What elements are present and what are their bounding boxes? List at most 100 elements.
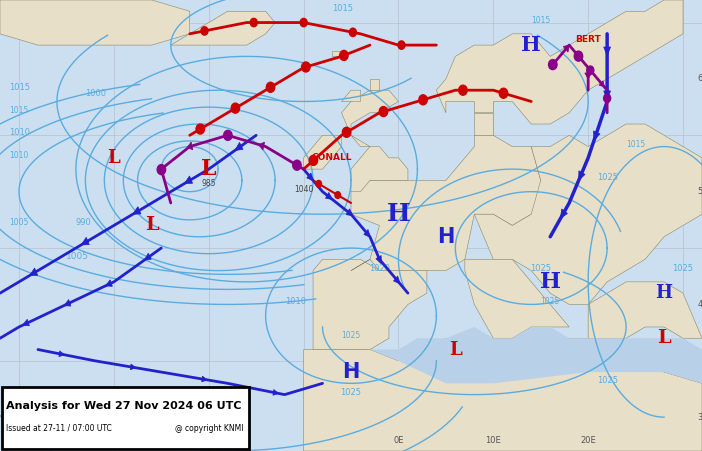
Polygon shape [346,209,353,216]
Text: 1015: 1015 [531,15,550,24]
Polygon shape [105,280,112,286]
Circle shape [458,85,467,95]
Polygon shape [313,259,427,350]
Circle shape [343,127,351,137]
Text: 1040: 1040 [294,184,313,193]
Text: 1015: 1015 [10,106,29,115]
Circle shape [251,18,258,27]
Polygon shape [599,81,604,87]
Text: 990: 990 [76,218,92,227]
Text: L: L [201,158,216,180]
Text: Analysis for Wed 27 Nov 2024 06 UTC: Analysis for Wed 27 Nov 2024 06 UTC [6,401,241,411]
Polygon shape [185,176,192,184]
Polygon shape [604,47,611,56]
Circle shape [302,62,310,72]
Circle shape [309,156,317,166]
Text: 30N: 30N [697,413,702,422]
Text: 1015: 1015 [626,139,645,148]
Circle shape [574,51,583,61]
Text: 1015: 1015 [10,83,30,92]
Circle shape [587,66,594,74]
Text: 1010: 1010 [10,128,30,137]
Polygon shape [370,79,380,90]
Text: 1025: 1025 [530,263,551,272]
Text: @ copyright KNMI: @ copyright KNMI [176,424,244,433]
Polygon shape [394,276,400,284]
Text: CONALL: CONALL [312,153,352,162]
Circle shape [379,106,388,116]
Polygon shape [475,113,494,135]
Text: 1010: 1010 [10,151,29,160]
Circle shape [157,165,166,175]
Polygon shape [376,256,381,264]
Polygon shape [465,259,569,338]
Polygon shape [81,237,89,245]
Polygon shape [351,327,702,383]
Text: H: H [522,35,541,55]
Polygon shape [131,364,135,370]
Polygon shape [29,268,38,276]
Polygon shape [475,124,702,304]
Polygon shape [64,299,71,306]
Polygon shape [563,45,569,52]
Circle shape [266,82,274,92]
Polygon shape [437,0,683,124]
Circle shape [196,124,204,134]
Polygon shape [326,193,332,199]
Polygon shape [187,142,193,150]
Circle shape [604,94,611,102]
Polygon shape [145,253,152,260]
Text: BERT: BERT [575,35,601,44]
Text: Issued at 27-11 / 07:00 UTC: Issued at 27-11 / 07:00 UTC [6,424,112,433]
Polygon shape [307,173,313,181]
Polygon shape [22,319,29,326]
Text: 1005: 1005 [10,218,29,227]
Text: H: H [656,284,673,302]
Polygon shape [364,230,371,237]
Text: 60N: 60N [697,74,702,83]
Text: H: H [540,271,561,293]
Polygon shape [133,207,141,214]
Text: 1015: 1015 [332,4,353,13]
Circle shape [231,103,239,113]
Text: L: L [657,329,671,347]
Polygon shape [332,51,341,56]
Polygon shape [259,142,265,150]
Circle shape [398,41,405,49]
Polygon shape [59,351,65,357]
Circle shape [499,88,508,98]
Circle shape [340,51,348,60]
Polygon shape [341,90,408,192]
FancyBboxPatch shape [2,387,249,449]
Polygon shape [588,282,702,338]
Text: 1005: 1005 [67,252,89,261]
Circle shape [316,180,322,187]
Text: 1025: 1025 [541,297,559,306]
Polygon shape [235,143,243,150]
Polygon shape [171,11,275,45]
Polygon shape [303,135,341,169]
Text: 985: 985 [201,179,216,188]
Text: 1025: 1025 [673,263,694,272]
Text: 1025: 1025 [597,173,618,182]
Circle shape [335,192,340,198]
Polygon shape [585,73,592,79]
Text: 50N: 50N [697,187,702,196]
Circle shape [293,160,301,170]
Circle shape [350,28,357,37]
Circle shape [300,18,307,27]
Text: 10E: 10E [485,437,501,446]
Text: 1000: 1000 [86,89,107,98]
Text: L: L [145,216,159,235]
Text: H: H [437,227,455,247]
Polygon shape [273,390,279,395]
Text: L: L [107,149,120,167]
Text: H: H [343,362,359,382]
Polygon shape [201,376,207,382]
Polygon shape [593,131,600,141]
Text: L: L [449,341,462,359]
Circle shape [419,95,428,105]
Polygon shape [303,338,702,451]
Polygon shape [604,91,611,100]
Text: 1025: 1025 [597,376,618,385]
